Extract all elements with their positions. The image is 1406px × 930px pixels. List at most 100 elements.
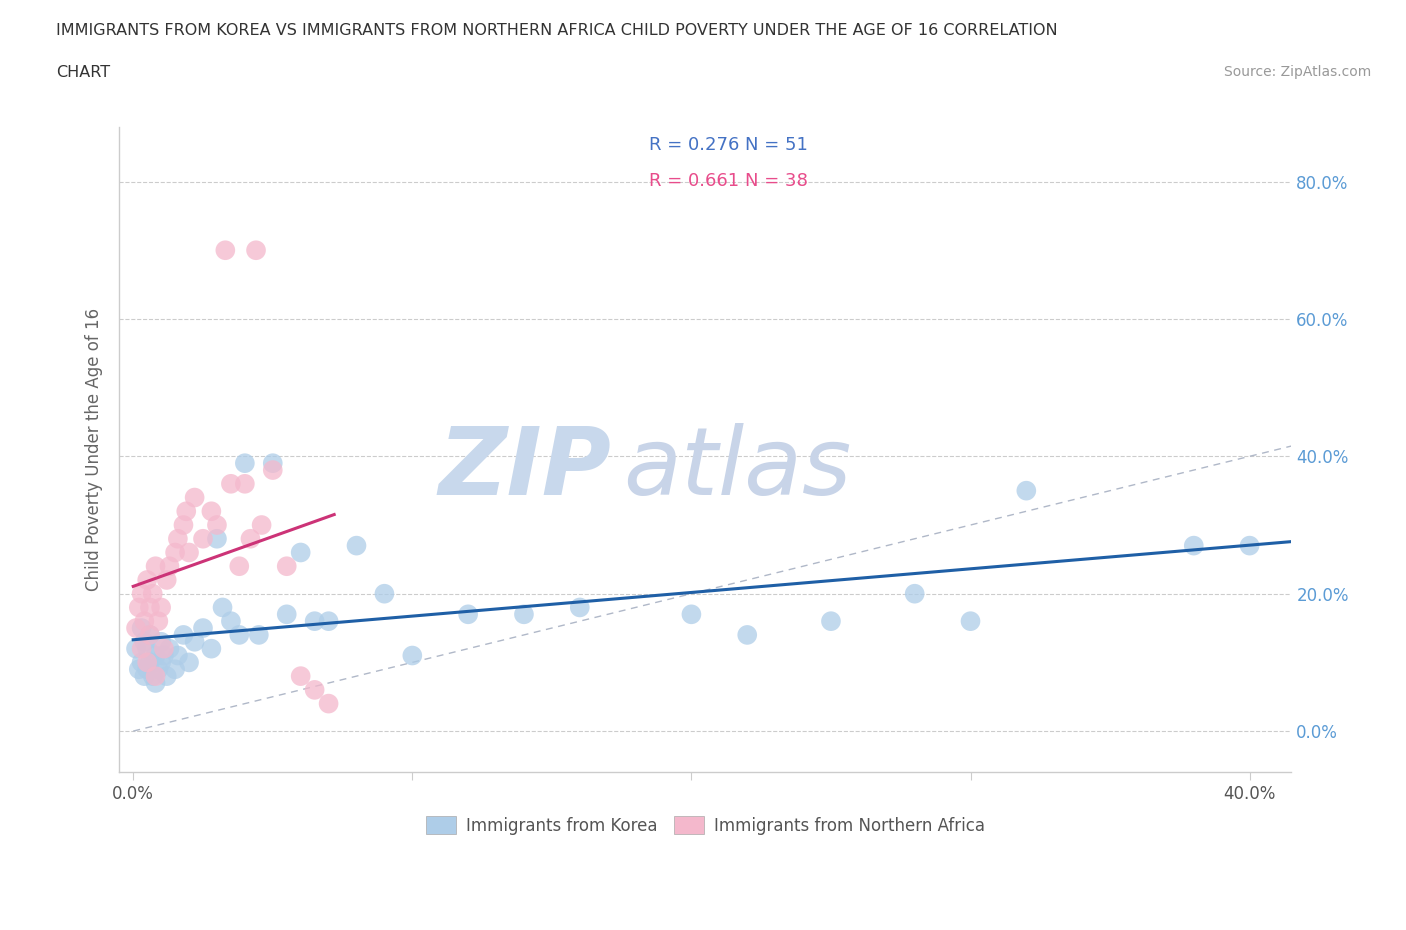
- Point: [200, 504, 222, 519]
- Point: [457, 607, 479, 622]
- Point: [150, 634, 173, 649]
- Point: [134, 669, 156, 684]
- Text: R = 0.276: R = 0.276: [650, 137, 740, 154]
- Point: [125, 641, 148, 656]
- Point: [183, 634, 205, 649]
- Point: [134, 614, 156, 629]
- Point: [1182, 538, 1205, 553]
- Point: [153, 641, 176, 656]
- Point: [250, 518, 273, 533]
- Point: [219, 476, 242, 491]
- Point: [1239, 538, 1261, 553]
- Point: [139, 600, 162, 615]
- Point: [159, 641, 181, 656]
- Text: IMMIGRANTS FROM KOREA VS IMMIGRANTS FROM NORTHERN AFRICA CHILD POVERTY UNDER THE: IMMIGRANTS FROM KOREA VS IMMIGRANTS FROM…: [56, 23, 1057, 38]
- Point: [139, 655, 162, 670]
- Text: Source: ZipAtlas.com: Source: ZipAtlas.com: [1223, 65, 1371, 79]
- Point: [205, 518, 228, 533]
- Point: [131, 641, 153, 656]
- Point: [150, 600, 173, 615]
- Point: [233, 456, 256, 471]
- Point: [142, 669, 165, 684]
- Text: ZIP: ZIP: [439, 423, 612, 515]
- Point: [148, 662, 170, 677]
- Point: [139, 628, 162, 643]
- Point: [145, 648, 167, 663]
- Point: [125, 620, 148, 635]
- Point: [136, 662, 159, 677]
- Point: [959, 614, 981, 629]
- Point: [346, 538, 368, 553]
- Point: [150, 655, 173, 670]
- Point: [145, 669, 167, 684]
- Point: [128, 662, 150, 677]
- Point: [228, 559, 250, 574]
- Point: [165, 662, 187, 677]
- Text: N = 51: N = 51: [745, 137, 808, 154]
- Point: [172, 628, 194, 643]
- Point: [136, 655, 159, 670]
- Text: CHART: CHART: [56, 65, 110, 80]
- Point: [156, 573, 179, 588]
- Point: [191, 531, 214, 546]
- Legend: Immigrants from Korea, Immigrants from Northern Africa: Immigrants from Korea, Immigrants from N…: [419, 809, 991, 842]
- Point: [1015, 484, 1038, 498]
- Point: [276, 559, 298, 574]
- Point: [153, 648, 176, 663]
- Point: [200, 641, 222, 656]
- Point: [904, 586, 927, 601]
- Point: [139, 628, 162, 643]
- Text: N = 38: N = 38: [745, 172, 808, 191]
- Point: [681, 607, 703, 622]
- Point: [145, 559, 167, 574]
- Point: [172, 518, 194, 533]
- Point: [128, 600, 150, 615]
- Point: [247, 628, 270, 643]
- Point: [136, 573, 159, 588]
- Point: [568, 600, 591, 615]
- Point: [290, 545, 312, 560]
- Point: [191, 620, 214, 635]
- Point: [214, 243, 236, 258]
- Point: [183, 490, 205, 505]
- Point: [318, 614, 340, 629]
- Point: [233, 476, 256, 491]
- Point: [239, 531, 262, 546]
- Point: [290, 669, 312, 684]
- Point: [820, 614, 842, 629]
- Point: [142, 586, 165, 601]
- Y-axis label: Child Poverty Under the Age of 16: Child Poverty Under the Age of 16: [86, 308, 103, 591]
- Point: [228, 628, 250, 643]
- Point: [211, 600, 233, 615]
- Point: [177, 545, 200, 560]
- Point: [148, 614, 170, 629]
- Point: [735, 628, 758, 643]
- Point: [156, 669, 179, 684]
- Point: [174, 504, 197, 519]
- Point: [219, 614, 242, 629]
- Point: [304, 614, 326, 629]
- Point: [131, 586, 153, 601]
- Point: [373, 586, 395, 601]
- Point: [159, 559, 181, 574]
- Point: [304, 683, 326, 698]
- Point: [262, 462, 284, 477]
- Point: [134, 634, 156, 649]
- Point: [318, 697, 340, 711]
- Text: atlas: atlas: [623, 423, 852, 514]
- Text: R = 0.661: R = 0.661: [650, 172, 740, 191]
- Point: [276, 607, 298, 622]
- Point: [145, 675, 167, 690]
- Point: [131, 620, 153, 635]
- Point: [131, 655, 153, 670]
- Point: [245, 243, 267, 258]
- Point: [401, 648, 423, 663]
- Point: [136, 641, 159, 656]
- Point: [167, 648, 190, 663]
- Point: [262, 456, 284, 471]
- Point: [165, 545, 187, 560]
- Point: [167, 531, 190, 546]
- Point: [513, 607, 536, 622]
- Point: [177, 655, 200, 670]
- Point: [205, 531, 228, 546]
